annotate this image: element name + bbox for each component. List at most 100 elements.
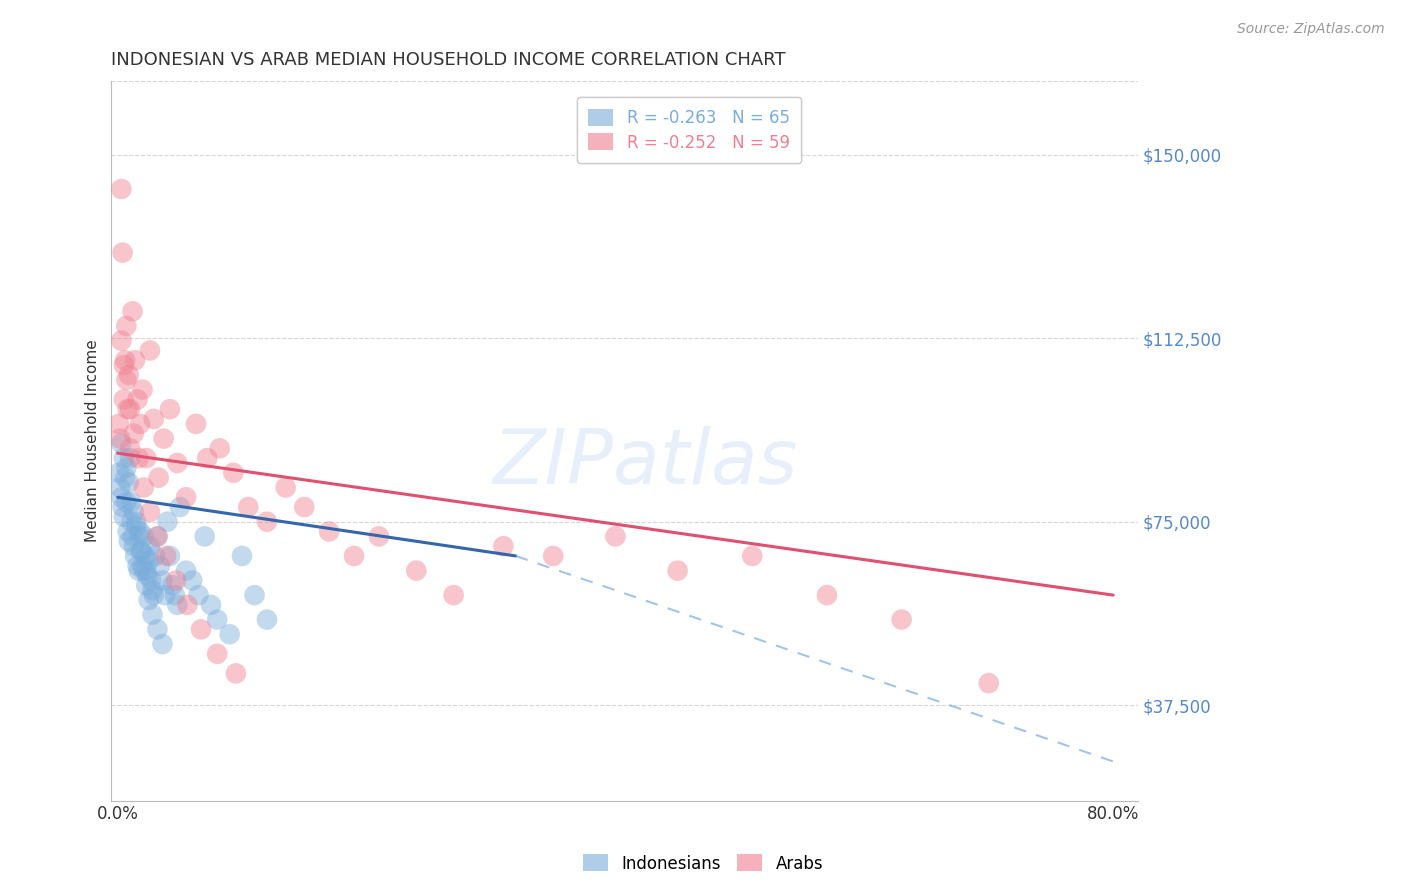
Point: [443, 588, 465, 602]
Point: [129, 544, 152, 558]
Point: [112, 451, 135, 466]
Point: [111, 245, 134, 260]
Point: [121, 304, 143, 318]
Point: [122, 539, 145, 553]
Y-axis label: Median Household Income: Median Household Income: [86, 340, 100, 542]
Point: [127, 558, 149, 573]
Point: [208, 442, 231, 456]
Point: [118, 475, 141, 490]
Point: [112, 358, 135, 372]
Point: [128, 564, 150, 578]
Point: [135, 451, 157, 466]
Point: [741, 549, 763, 563]
Point: [152, 637, 174, 651]
Point: [114, 353, 136, 368]
Point: [138, 554, 160, 568]
Point: [117, 524, 139, 539]
Point: [155, 549, 177, 563]
Point: [134, 549, 156, 563]
Point: [118, 534, 141, 549]
Point: [135, 564, 157, 578]
Point: [274, 480, 297, 494]
Point: [115, 495, 138, 509]
Point: [222, 466, 245, 480]
Point: [815, 588, 838, 602]
Point: [108, 432, 131, 446]
Point: [205, 613, 228, 627]
Point: [318, 524, 340, 539]
Point: [165, 574, 187, 588]
Point: [159, 549, 181, 563]
Point: [127, 392, 149, 407]
Point: [132, 480, 155, 494]
Point: [176, 598, 198, 612]
Point: [111, 500, 134, 514]
Point: [132, 564, 155, 578]
Point: [115, 373, 138, 387]
Point: [125, 515, 148, 529]
Point: [169, 500, 191, 514]
Point: [159, 402, 181, 417]
Point: [132, 529, 155, 543]
Point: [174, 564, 197, 578]
Point: [187, 588, 209, 602]
Point: [115, 461, 138, 475]
Point: [110, 436, 132, 450]
Point: [141, 574, 163, 588]
Point: [218, 627, 240, 641]
Text: ZIPatlas: ZIPatlas: [492, 425, 799, 500]
Point: [166, 598, 188, 612]
Point: [131, 383, 153, 397]
Point: [129, 524, 152, 539]
Point: [115, 318, 138, 333]
Point: [114, 471, 136, 485]
Point: [139, 343, 162, 358]
Point: [110, 490, 132, 504]
Point: [136, 568, 159, 582]
Point: [292, 500, 315, 514]
Point: [118, 368, 141, 382]
Point: [108, 466, 131, 480]
Point: [129, 417, 152, 431]
Point: [108, 417, 131, 431]
Point: [128, 529, 150, 543]
Point: [149, 558, 172, 573]
Point: [184, 417, 207, 431]
Point: [120, 515, 142, 529]
Point: [605, 529, 627, 543]
Point: [492, 539, 515, 553]
Point: [243, 588, 266, 602]
Legend: R = -0.263   N = 65, R = -0.252   N = 59: R = -0.263 N = 65, R = -0.252 N = 59: [576, 97, 801, 163]
Point: [135, 578, 157, 592]
Point: [138, 593, 160, 607]
Point: [124, 549, 146, 563]
Point: [405, 564, 427, 578]
Point: [117, 402, 139, 417]
Point: [200, 598, 222, 612]
Point: [148, 471, 170, 485]
Point: [142, 588, 165, 602]
Point: [120, 402, 142, 417]
Text: Source: ZipAtlas.com: Source: ZipAtlas.com: [1237, 22, 1385, 37]
Point: [225, 666, 247, 681]
Point: [163, 588, 186, 602]
Point: [142, 412, 165, 426]
Point: [125, 519, 148, 533]
Point: [156, 515, 179, 529]
Point: [129, 544, 152, 558]
Point: [256, 515, 278, 529]
Point: [110, 334, 132, 348]
Point: [231, 549, 253, 563]
Point: [343, 549, 366, 563]
Point: [146, 623, 169, 637]
Point: [108, 480, 131, 494]
Point: [162, 578, 184, 592]
Point: [146, 529, 169, 543]
Point: [120, 451, 142, 466]
Point: [666, 564, 689, 578]
Point: [120, 495, 142, 509]
Point: [368, 529, 391, 543]
Point: [166, 456, 188, 470]
Point: [181, 574, 204, 588]
Point: [890, 613, 912, 627]
